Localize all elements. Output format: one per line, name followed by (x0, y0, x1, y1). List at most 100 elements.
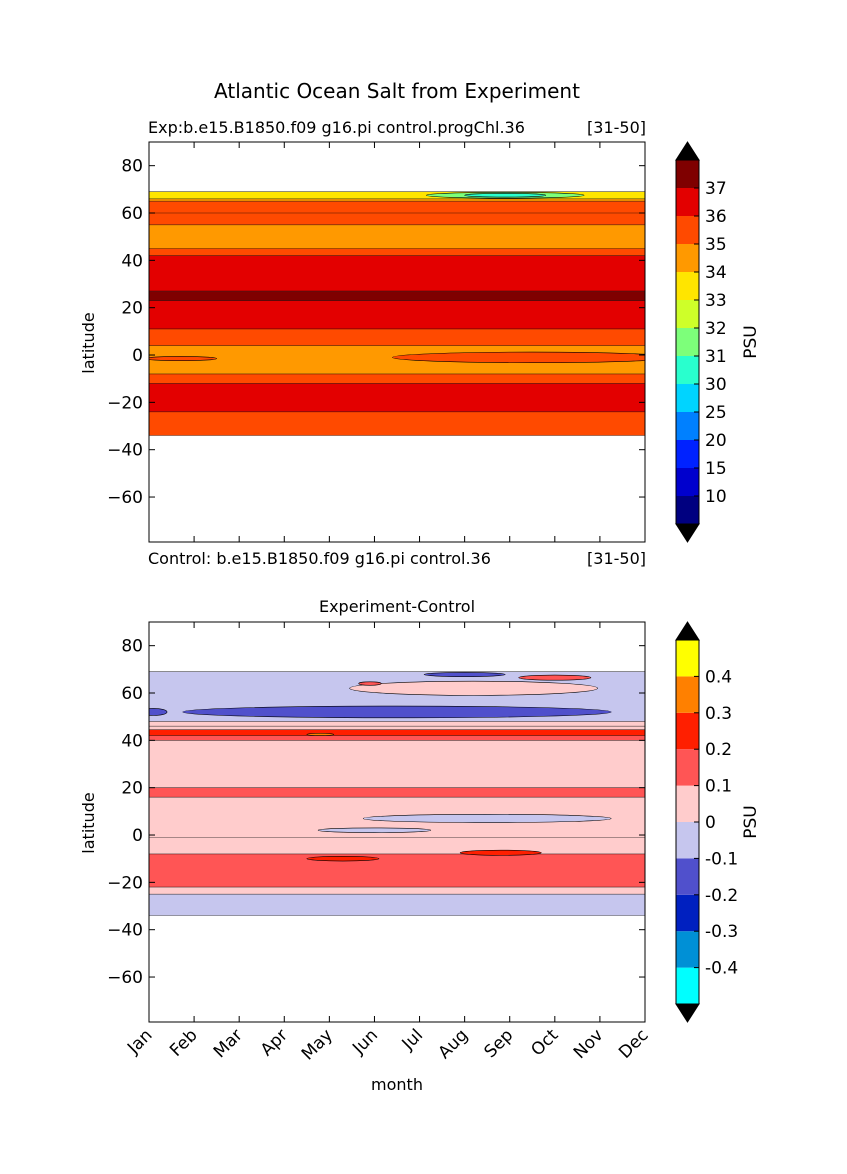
contour-band (149, 411, 645, 436)
y-tick-label: 20 (121, 779, 143, 799)
difference-title: Experiment-Control (319, 597, 475, 616)
contour-band (149, 213, 645, 225)
colorbar-segment (676, 412, 699, 440)
y-tick-label: 60 (121, 204, 143, 224)
colorbar-segment (676, 384, 699, 412)
plot-frame (148, 621, 646, 1023)
x-tick-label: Apr (257, 1025, 292, 1060)
y-tick-label: 0 (132, 346, 143, 366)
x-tick-label: Dec (615, 1025, 652, 1062)
colorbar-tick-label: 32 (705, 319, 727, 339)
colorbar-segment (676, 894, 699, 932)
colorbar-tick-label: 20 (705, 431, 727, 451)
colorbar-tick-label: 0 (705, 813, 716, 833)
y-tick-label: 20 (121, 299, 143, 319)
colorbar-label: PSU (741, 805, 761, 839)
colorbar-tick-label: -0.2 (705, 886, 738, 906)
x-tick-label: Mar (210, 1025, 247, 1062)
colorbar-tick-label: 36 (705, 207, 727, 227)
plot-frame (148, 141, 646, 543)
colorbar-tick-label: 0.4 (705, 667, 732, 687)
contour-field (149, 671, 645, 916)
contour-band (149, 894, 645, 916)
colorbar-segment (676, 858, 699, 895)
colorbar-segment (676, 712, 699, 750)
colorbar-tick-label: 35 (705, 235, 727, 255)
y-tick-label: −60 (107, 488, 143, 508)
contour-patch (349, 680, 598, 696)
colorbar-segment (676, 244, 699, 272)
colorbar-tick-label: 30 (705, 375, 727, 395)
difference-panel: Experiment-Control latitude month 80 60 40… (79, 597, 761, 1094)
experiment-title-right: [31-50] (587, 118, 646, 137)
contour-band (149, 300, 645, 329)
contour-patch (306, 856, 380, 862)
colorbar-segment (676, 328, 699, 356)
contour-band (149, 735, 645, 741)
colorbar-segment (676, 216, 699, 244)
y-tick-label: 0 (132, 826, 143, 846)
colorbar-tick-label: 0.1 (705, 777, 732, 797)
contour-patch (149, 708, 168, 716)
y-tick-label: −20 (107, 873, 143, 893)
figure-title: Atlantic Ocean Salt from Experiment (214, 79, 580, 103)
difference-x-axis-label: month (371, 1075, 423, 1094)
y-tick-label: −40 (107, 921, 143, 941)
colorbar-segment (676, 272, 699, 300)
x-tick-label: Feb (166, 1025, 201, 1060)
contour-band (149, 740, 645, 788)
contour-band (149, 787, 645, 798)
control-footer-right: [31-50] (587, 549, 646, 568)
y-tick-label: 40 (121, 731, 143, 751)
x-tick-label: Jul (398, 1025, 427, 1054)
colorbar-tick-label: -0.3 (705, 922, 738, 942)
control-footer-left: Control: b.e15.B1850.f09 g16.pi control.… (148, 549, 491, 568)
x-tick-label: Nov (570, 1025, 608, 1063)
colorbar-tick-label: 10 (705, 487, 727, 507)
x-tick-label: Jun (348, 1025, 382, 1059)
y-tick-label: 80 (121, 157, 143, 177)
colorbar-tick-label: 33 (705, 291, 727, 311)
y-tick-label: 60 (121, 684, 143, 704)
contour-band (149, 726, 645, 730)
y-tick-label: −20 (107, 393, 143, 413)
contour-band (149, 729, 645, 736)
colorbar-segment (676, 676, 699, 713)
contour-band (149, 291, 645, 301)
contour-patch (317, 827, 432, 833)
contour-patch (306, 732, 335, 736)
contour-band (149, 224, 645, 249)
contour-band (149, 255, 645, 292)
colorbar-tick-label: 34 (705, 263, 727, 283)
colorbar-frame (675, 159, 700, 525)
contour-patch (182, 705, 612, 719)
colorbar-segment (676, 785, 699, 822)
contour-patch (392, 351, 645, 364)
colorbar-over-triangle (675, 621, 700, 641)
colorbar-over-triangle (675, 141, 700, 161)
contour-band (149, 853, 645, 888)
colorbar-tick-label: 25 (705, 403, 727, 423)
contour-band (149, 383, 645, 412)
colorbar-segment (676, 440, 699, 468)
colorbar-tick-label: 0.2 (705, 740, 732, 760)
colorbar-under-triangle (675, 523, 700, 543)
contour-band (149, 191, 645, 199)
contour-band (149, 248, 645, 256)
colorbar-segment (676, 749, 699, 786)
colorbar-tick-label: -0.4 (705, 959, 738, 979)
experiment-y-axis-label: latitude (79, 312, 98, 373)
experiment-panel: Exp:b.e15.B1850.f09 g16.pi control.progC… (79, 118, 761, 568)
colorbar-tick-label: 37 (705, 179, 727, 199)
colorbar-tick-label: 0.3 (705, 704, 732, 724)
contour-patch (149, 356, 217, 361)
contour-band (149, 887, 645, 895)
colorbar-tick-label: -0.1 (705, 849, 738, 869)
contour-patch (464, 193, 547, 198)
colorbar-segment (676, 822, 699, 859)
difference-y-axis-label: latitude (79, 792, 98, 853)
contour-band (149, 373, 645, 384)
y-tick-label: −60 (107, 968, 143, 988)
colorbar-segment (676, 300, 699, 328)
